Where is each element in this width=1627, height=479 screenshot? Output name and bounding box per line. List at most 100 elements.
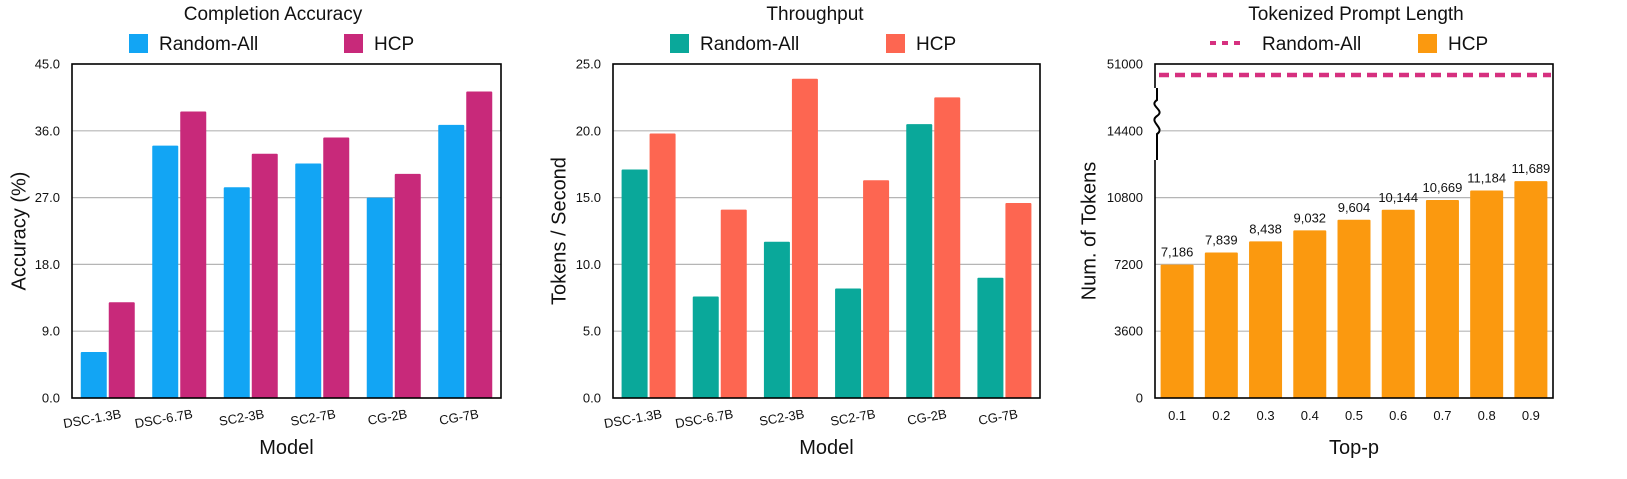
x-tick-label: 0.8	[1478, 408, 1496, 423]
bar-hcp	[1249, 241, 1283, 398]
bar-hcp	[1381, 209, 1415, 398]
y-tick-label: 7200	[1114, 257, 1143, 272]
bar-random-all	[366, 197, 393, 398]
legend-label: HCP	[1448, 34, 1488, 55]
x-tick-label: CG-2B	[906, 406, 948, 428]
bar-hcp	[251, 153, 278, 398]
y-tick-label: 0.0	[583, 391, 601, 406]
data-label: 10,144	[1378, 190, 1418, 205]
y-axis-label: Num. of Tokens	[1078, 162, 1100, 301]
bar-random-all	[763, 241, 790, 398]
axis-break-icon	[1153, 88, 1161, 160]
x-tick-label: DSC-1.3B	[62, 406, 122, 431]
x-tick-label: 0.5	[1345, 408, 1363, 423]
data-label: 7,839	[1205, 233, 1238, 248]
y-tick-label: 15.0	[576, 190, 601, 205]
x-tick-label: 0.9	[1522, 408, 1540, 423]
bar-hcp	[649, 133, 676, 399]
x-tick-label: SC2-7B	[829, 406, 876, 429]
x-tick-label: SC2-7B	[289, 406, 336, 429]
legend-swatch	[344, 34, 363, 53]
chart-throughput: Throughput Random-All HCP 0.0 5.0 10.0 15.0 20.…	[548, 4, 1041, 459]
plot-frame	[612, 63, 1041, 399]
x-axis-label: Model	[259, 437, 313, 459]
x-tick-label: DSC-6.7B	[674, 406, 734, 431]
data-label: 7,186	[1161, 245, 1194, 260]
bar-hcp	[1005, 202, 1032, 398]
x-axis-label: Top-p	[1329, 437, 1379, 459]
bar-hcp	[1293, 230, 1327, 398]
legend-label: Random-All	[1262, 34, 1361, 55]
bar-hcp	[108, 302, 135, 398]
bar-hcp	[466, 91, 493, 398]
bar-random-all	[977, 277, 1004, 398]
y-tick-label: 9.0	[42, 324, 60, 339]
legend-label: HCP	[374, 34, 414, 55]
bar-hcp	[1425, 200, 1459, 398]
y-tick-label: 10.0	[576, 257, 601, 272]
x-tick-label: CG-2B	[367, 406, 409, 428]
bar-random-all	[835, 288, 862, 398]
bar-hcp	[720, 209, 747, 398]
chart-title: Throughput	[766, 4, 864, 25]
bar-random-all	[621, 169, 648, 398]
legend-swatch	[129, 34, 148, 53]
chart-title: Tokenized Prompt Length	[1248, 4, 1463, 25]
chart-title: Completion Accuracy	[184, 4, 363, 25]
data-label: 11,184	[1467, 170, 1506, 185]
y-tick-label: 25.0	[576, 57, 601, 72]
bar-random-all	[438, 124, 465, 399]
x-tick-label: 0.1	[1168, 408, 1186, 423]
bar-random-all	[223, 187, 250, 398]
y-tick-label: 10800	[1107, 190, 1143, 205]
legend-label: Random-All	[700, 34, 799, 55]
y-tick-label: 5.0	[583, 324, 601, 339]
x-tick-label: CG-7B	[438, 406, 480, 428]
bar-hcp	[1204, 252, 1238, 398]
x-tick-label: 0.4	[1301, 408, 1319, 423]
x-axis-label: Model	[799, 437, 853, 459]
x-tick-label: 0.2	[1212, 408, 1230, 423]
y-tick-label: 0.0	[42, 391, 60, 406]
y-tick-label: 18.0	[35, 257, 60, 272]
x-tick-label: 0.3	[1257, 408, 1275, 423]
data-label: 9,032	[1294, 210, 1327, 225]
y-axis-label: Accuracy (%)	[8, 172, 30, 291]
y-tick-label: 0	[1136, 391, 1143, 406]
bar-random-all	[906, 124, 933, 399]
y-tick-label: 51000	[1107, 57, 1143, 72]
y-axis-label: Tokens / Second	[548, 157, 570, 305]
x-tick-label: DSC-1.3B	[603, 406, 663, 431]
bar-hcp	[323, 137, 350, 399]
legend-label: Random-All	[159, 34, 258, 55]
y-tick-label: 27.0	[35, 190, 60, 205]
x-tick-label: CG-7B	[977, 406, 1019, 428]
y-tick-label: 3600	[1114, 324, 1143, 339]
y-tick-label: 36.0	[35, 123, 60, 138]
y-tick-label: 14400	[1107, 123, 1143, 138]
bar-random-all	[295, 163, 322, 398]
bar-hcp	[180, 111, 207, 398]
data-label: 8,438	[1249, 221, 1282, 236]
x-tick-label: 0.7	[1433, 408, 1451, 423]
x-tick-label: 0.6	[1389, 408, 1407, 423]
data-label: 11,689	[1511, 161, 1550, 176]
bar-hcp	[1160, 264, 1194, 398]
bar-hcp	[791, 78, 818, 399]
y-tick-label: 45.0	[35, 57, 60, 72]
bar-hcp	[1337, 219, 1371, 398]
data-label: 9,604	[1338, 200, 1371, 215]
bar-hcp	[934, 97, 961, 399]
bar-hcp	[863, 180, 890, 398]
plot-frame	[71, 63, 502, 399]
chart-accuracy: Completion Accuracy Random-All HCP 0.0 9.0 18…	[8, 4, 502, 459]
bar-hcp	[1514, 181, 1548, 398]
legend-label: HCP	[916, 34, 956, 55]
x-tick-label: DSC-6.7B	[134, 406, 194, 431]
bar-hcp	[1470, 190, 1504, 398]
bar-random-all	[152, 145, 179, 398]
plot-frame	[1154, 63, 1554, 399]
chart-prompt-length: Tokenized Prompt Length Random-All HCP 0 360…	[1078, 4, 1554, 459]
bar-random-all	[692, 296, 719, 398]
